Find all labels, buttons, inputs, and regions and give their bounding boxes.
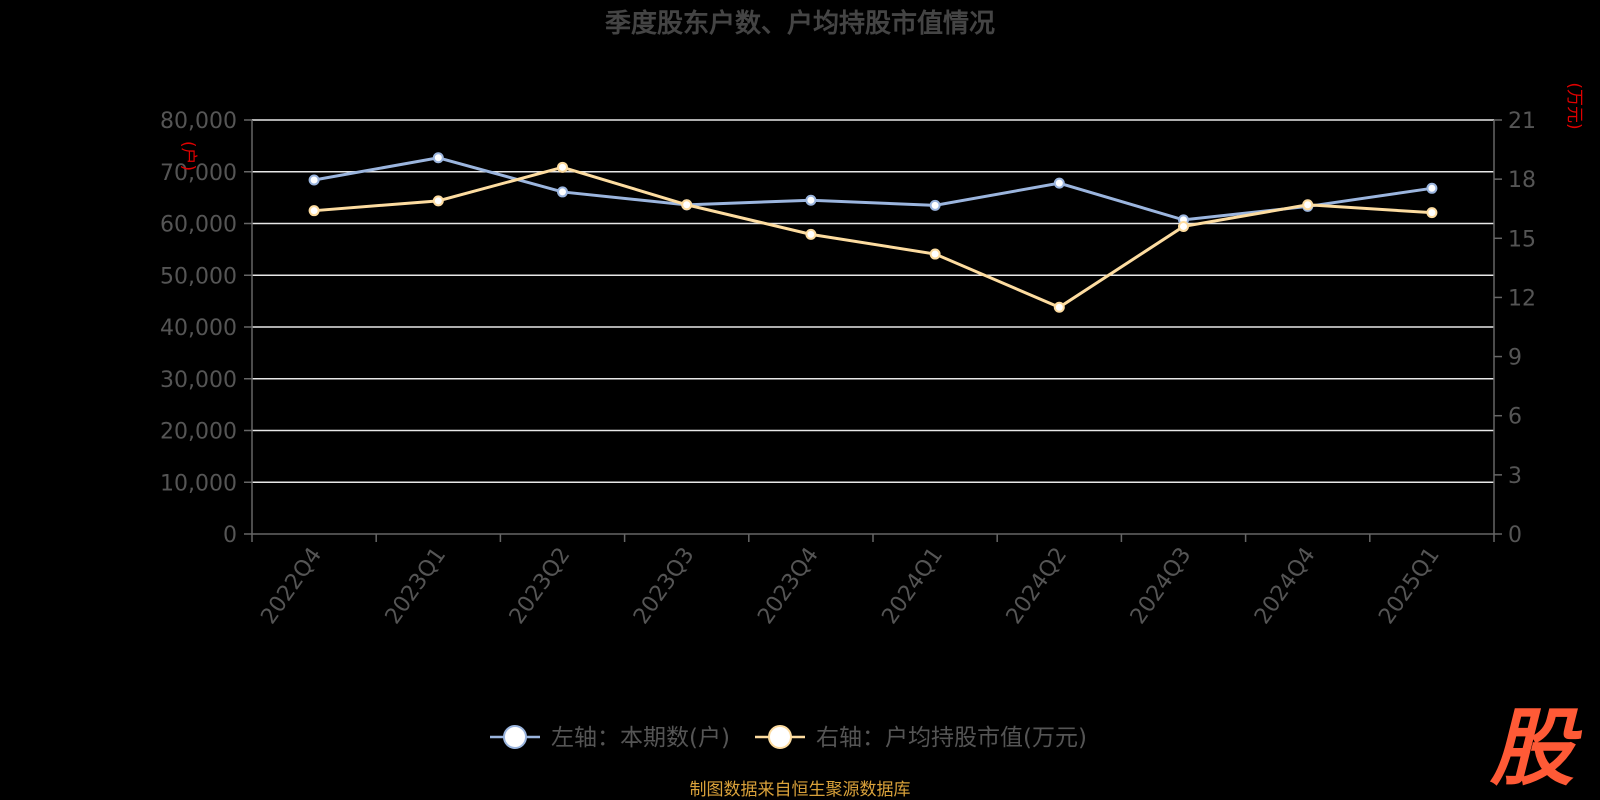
left-tick-label: 0 bbox=[223, 523, 237, 548]
right-axis-unit: (万元) bbox=[1564, 82, 1584, 129]
right-tick-label: 3 bbox=[1508, 464, 1522, 489]
left-tick-label: 40,000 bbox=[160, 316, 237, 341]
x-tick-label: 2024Q1 bbox=[877, 543, 948, 629]
grid bbox=[251, 119, 1495, 535]
x-axis-ticks: 2022Q4 2023Q1 2023Q2 2023Q3 2023Q4 2024Q1 2024… bbox=[251, 534, 1495, 629]
series-0-point[interactable] bbox=[432, 152, 444, 164]
series-line-0 bbox=[313, 156, 1433, 222]
series-1-point[interactable] bbox=[1426, 207, 1438, 219]
data-source-note: 制图数据来自恒生聚源数据库 bbox=[690, 780, 911, 800]
right-tick-label: 9 bbox=[1508, 346, 1522, 371]
right-tick-label: 6 bbox=[1508, 405, 1522, 430]
legend-item-series-0[interactable]: 左轴：本期数(户) bbox=[490, 725, 730, 751]
legend-label-series-1: 右轴：户均持股市值(万元) bbox=[816, 725, 1087, 751]
series-1-point[interactable] bbox=[1302, 199, 1314, 211]
left-tick-label: 70,000 bbox=[160, 161, 237, 186]
legend-label-series-0: 左轴：本期数(户) bbox=[551, 725, 730, 751]
series-0-point[interactable] bbox=[929, 199, 941, 211]
left-tick-label: 10,000 bbox=[160, 471, 237, 496]
series-0-point[interactable] bbox=[1426, 182, 1438, 194]
legend-item-series-1[interactable]: 右轴：户均持股市值(万元) bbox=[755, 725, 1087, 751]
x-tick-label: 2025Q1 bbox=[1374, 543, 1445, 629]
series-1-point[interactable] bbox=[308, 205, 320, 217]
series-0-point[interactable] bbox=[308, 174, 320, 186]
x-tick-label: 2023Q1 bbox=[381, 543, 452, 629]
brand-logo: 股 bbox=[1489, 699, 1583, 797]
series-1-point[interactable] bbox=[681, 199, 693, 211]
right-tick-label: 15 bbox=[1508, 227, 1536, 252]
x-tick-label: 2024Q3 bbox=[1126, 543, 1197, 629]
series-0-point[interactable] bbox=[805, 194, 817, 206]
right-tick-label: 0 bbox=[1508, 523, 1522, 548]
series-1-point[interactable] bbox=[929, 248, 941, 260]
chart-title: 季度股东户数、户均持股市值情况 bbox=[605, 8, 995, 39]
right-tick-label: 21 bbox=[1508, 109, 1536, 134]
left-tick-label: 50,000 bbox=[160, 264, 237, 289]
series-layer bbox=[308, 152, 1438, 313]
series-1-point[interactable] bbox=[1178, 220, 1189, 232]
right-tick-label: 18 bbox=[1508, 168, 1536, 193]
series-line-1 bbox=[313, 165, 1432, 309]
x-tick-label: 2022Q4 bbox=[256, 543, 327, 629]
left-tick-label: 80,000 bbox=[160, 109, 237, 134]
left-tick-label: 20,000 bbox=[160, 420, 237, 445]
series-1-point[interactable] bbox=[1053, 301, 1065, 313]
x-tick-label: 2023Q2 bbox=[505, 543, 576, 629]
left-axis-unit: (户) bbox=[178, 141, 198, 171]
x-tick-label: 2023Q4 bbox=[753, 543, 824, 629]
series-0-point[interactable] bbox=[1053, 177, 1065, 189]
x-tick-label: 2024Q4 bbox=[1250, 543, 1321, 629]
series-0-point[interactable] bbox=[557, 186, 568, 198]
x-tick-label: 2023Q3 bbox=[629, 543, 700, 629]
right-tick-label: 12 bbox=[1508, 286, 1536, 311]
left-axis-ticks: 0 10,000 20,000 30,000 40,000 50,000 60,000 70,… bbox=[160, 109, 252, 548]
series-1-point[interactable] bbox=[432, 195, 444, 207]
legend[interactable]: 左轴：本期数(户) 右轴：户均持股市值(万元) bbox=[490, 725, 1087, 751]
series-1-point[interactable] bbox=[805, 228, 817, 240]
left-tick-label: 30,000 bbox=[160, 368, 237, 393]
right-axis-ticks: 0 3 6 9 12 15 18 21 bbox=[1494, 109, 1536, 548]
left-tick-label: 60,000 bbox=[160, 213, 237, 238]
x-tick-label: 2024Q2 bbox=[1002, 543, 1073, 629]
series-1-point[interactable] bbox=[557, 161, 568, 173]
